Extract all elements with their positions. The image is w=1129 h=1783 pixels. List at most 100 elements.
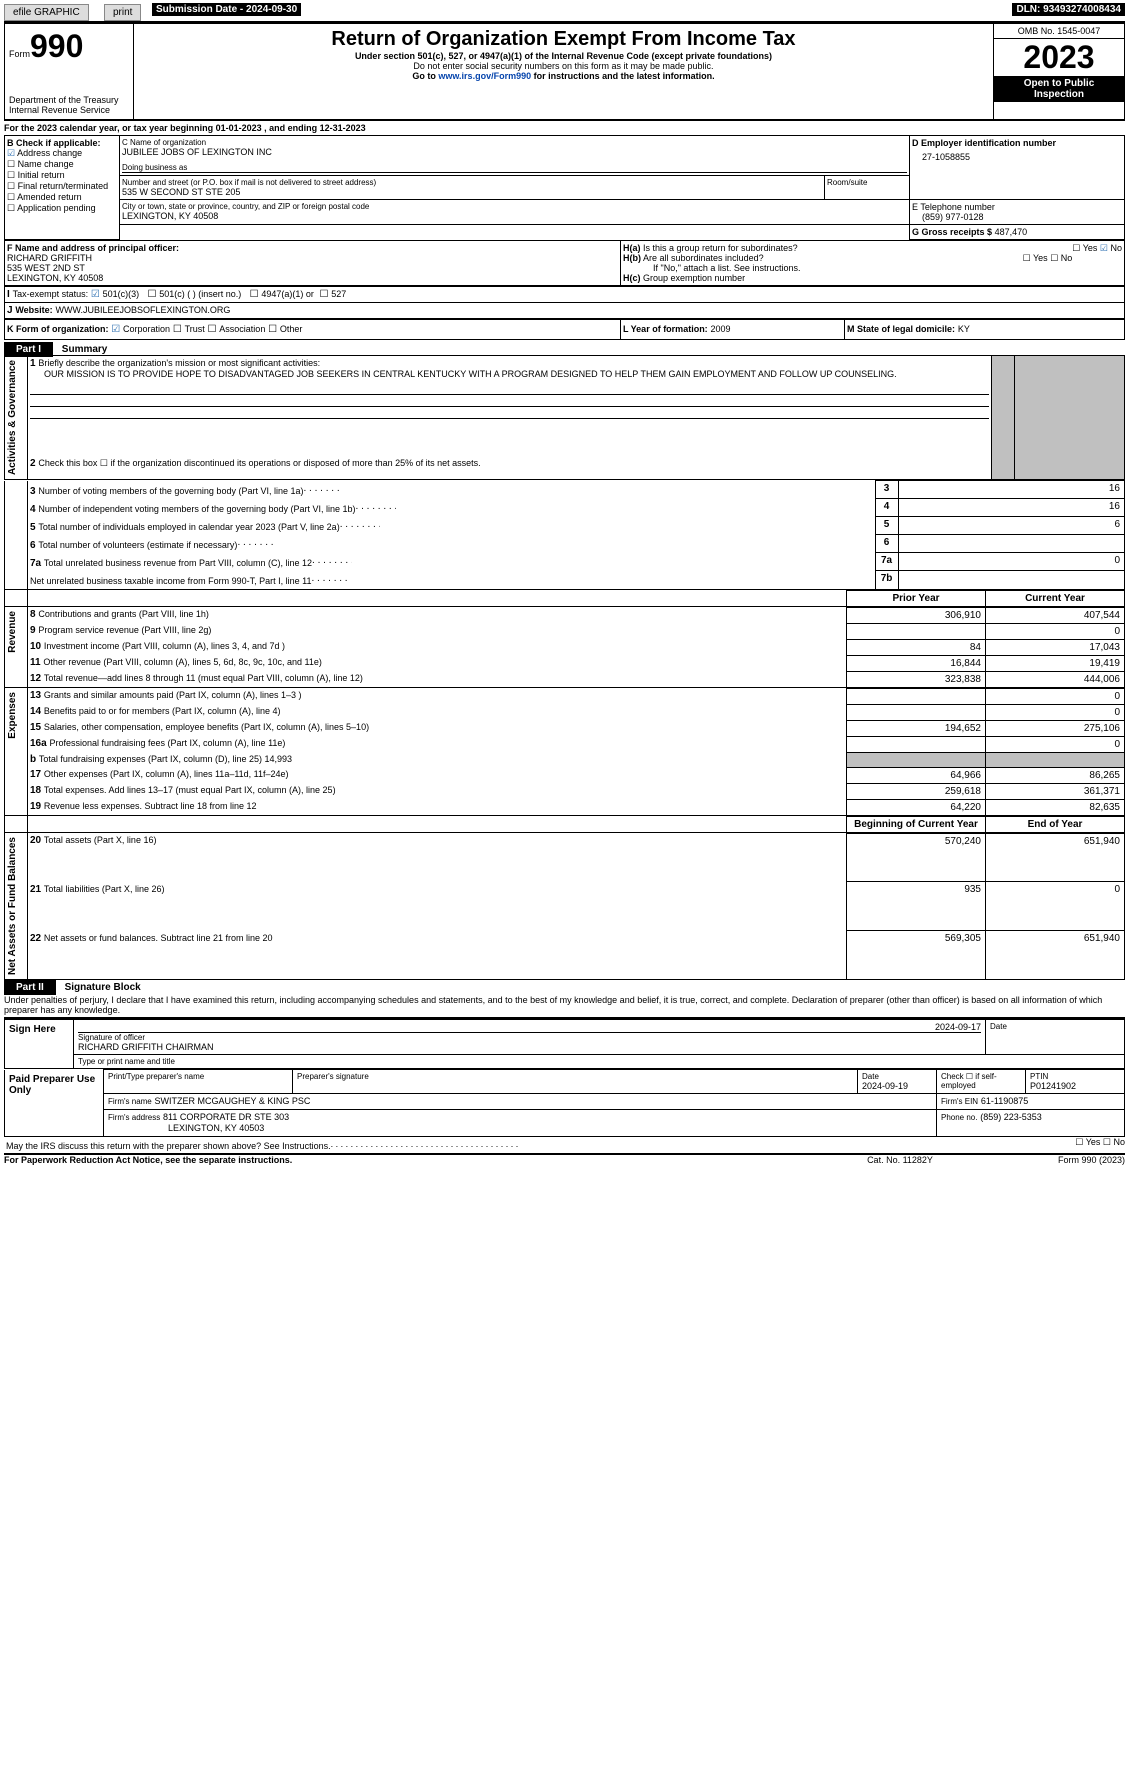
ag-section: Activities & Governance 1 Briefly descri… bbox=[4, 355, 1125, 480]
hb-yes[interactable] bbox=[1023, 253, 1033, 263]
dln: DLN: 93493274008434 bbox=[1012, 3, 1125, 16]
ag-row: Net unrelated business taxable income fr… bbox=[5, 571, 1125, 590]
g-label: G Gross receipts $ bbox=[912, 227, 992, 237]
irs-link[interactable]: www.irs.gov/Form990 bbox=[438, 71, 531, 81]
l2-text: Check this box ☐ if the organization dis… bbox=[38, 458, 480, 468]
header: Form990 Department of the Treasury Inter… bbox=[4, 23, 1125, 121]
cb-name-change[interactable] bbox=[7, 159, 18, 169]
section-f-h: F Name and address of principal officer:… bbox=[4, 240, 1125, 286]
k-label: K Form of organization: bbox=[7, 324, 109, 334]
form-title: Return of Organization Exempt From Incom… bbox=[138, 28, 989, 51]
data-row: b Total fundraising expenses (Part IX, c… bbox=[5, 752, 1125, 767]
date-lbl: Date bbox=[990, 1022, 1120, 1031]
data-row: 10 Investment income (Part VIII, column … bbox=[5, 639, 1125, 655]
discuss-yes[interactable] bbox=[1075, 1137, 1085, 1147]
data-row: 19 Revenue less expenses. Subtract line … bbox=[5, 799, 1125, 815]
goto-line: Go to www.irs.gov/Form990 for instructio… bbox=[138, 71, 989, 81]
hb-text: Are all subordinates included? bbox=[643, 253, 764, 263]
cb-501c3[interactable] bbox=[91, 289, 103, 300]
form-subtitle: Under section 501(c), 527, or 4947(a)(1)… bbox=[138, 51, 989, 61]
col-prior: Prior Year bbox=[847, 590, 986, 606]
cb-501c-other[interactable] bbox=[147, 289, 159, 300]
firm-ein: 61-1190875 bbox=[981, 1096, 1028, 1106]
section-klm: K Form of organization: Corporation Trus… bbox=[4, 319, 1125, 340]
foot-right: Form 990 (2023) bbox=[975, 1155, 1125, 1165]
sig-officer: RICHARD GRIFFITH CHAIRMAN bbox=[78, 1042, 981, 1052]
b-label: B Check if applicable: bbox=[7, 138, 117, 148]
data-row: 18 Total expenses. Add lines 13–17 (must… bbox=[5, 783, 1125, 799]
cb-final[interactable] bbox=[7, 181, 18, 191]
form-label: Form bbox=[9, 49, 30, 59]
sig-date: 2024-09-17 bbox=[78, 1022, 981, 1033]
data-row: 21 Total liabilities (Part X, line 26)93… bbox=[5, 882, 1125, 931]
ag-row: 4 Number of independent voting members o… bbox=[5, 499, 1125, 517]
data-row: 16a Professional fundraising fees (Part … bbox=[5, 736, 1125, 752]
paid-preparer: Paid Preparer Use Only bbox=[5, 1070, 104, 1137]
tax-year: 2023 bbox=[994, 39, 1124, 76]
cb-4947[interactable] bbox=[250, 289, 262, 300]
discuss-row: May the IRS discuss this return with the… bbox=[4, 1137, 1125, 1155]
f-label: F Name and address of principal officer: bbox=[7, 243, 618, 253]
submission-date: Submission Date - 2024-09-30 bbox=[152, 3, 301, 16]
mission: OUR MISSION IS TO PROVIDE HOPE TO DISADV… bbox=[30, 369, 989, 379]
d-label: D Employer identification number bbox=[912, 138, 1122, 148]
year-formation: 2009 bbox=[710, 324, 730, 334]
cb-trust[interactable] bbox=[173, 324, 185, 335]
print-button[interactable]: print bbox=[104, 4, 141, 21]
side-ag: Activities & Governance bbox=[5, 356, 20, 479]
cb-amended[interactable] bbox=[7, 192, 17, 202]
telephone: (859) 977-0128 bbox=[912, 212, 1122, 222]
dba-label: Doing business as bbox=[122, 163, 907, 173]
part1-header: Part I Summary bbox=[4, 344, 1125, 355]
phone: (859) 223-5353 bbox=[980, 1112, 1042, 1122]
officer-name: RICHARD GRIFFITH bbox=[7, 253, 618, 263]
firm-ein-lbl: Firm's EIN bbox=[941, 1097, 978, 1106]
section-i-j: I Tax-exempt status: 501(c)(3) 501(c) ( … bbox=[4, 286, 1125, 319]
firm-addr1: 811 CORPORATE DR STE 303 bbox=[163, 1112, 289, 1122]
ag-row: 5 Total number of individuals employed i… bbox=[5, 517, 1125, 535]
form-number: 990 bbox=[30, 28, 83, 64]
cb-app-pending[interactable] bbox=[7, 203, 17, 213]
dept-label: Department of the Treasury Internal Reve… bbox=[9, 95, 129, 115]
city-label: City or town, state or province, country… bbox=[122, 202, 907, 211]
l-label: L Year of formation: bbox=[623, 324, 708, 334]
cb-corp[interactable] bbox=[111, 324, 123, 335]
check-self[interactable]: Check ☐ if self-employed bbox=[937, 1070, 1026, 1094]
section-b-g: B Check if applicable: Address change Na… bbox=[4, 135, 1125, 240]
hb-note: If "No," attach a list. See instructions… bbox=[623, 263, 1122, 273]
na-header: Beginning of Current Year End of Year bbox=[4, 816, 1125, 833]
cb-assoc[interactable] bbox=[208, 324, 220, 335]
col-end: End of Year bbox=[986, 816, 1125, 832]
cb-527[interactable] bbox=[319, 289, 331, 300]
ag-row: 7a Total unrelated business revenue from… bbox=[5, 553, 1125, 571]
efile-button[interactable]: efile GRAPHIC bbox=[4, 4, 89, 21]
cb-address-change[interactable] bbox=[7, 148, 17, 158]
data-row: 15 Salaries, other compensation, employe… bbox=[5, 720, 1125, 736]
data-row: 22 Net assets or fund balances. Subtract… bbox=[5, 931, 1125, 980]
i-label: Tax-exempt status: bbox=[13, 289, 89, 299]
ha-yes[interactable] bbox=[1072, 243, 1082, 253]
hb-no[interactable] bbox=[1050, 253, 1061, 263]
data-row: Revenue 8 Contributions and grants (Part… bbox=[5, 607, 1125, 623]
ha-no[interactable] bbox=[1100, 243, 1111, 253]
discuss-no[interactable] bbox=[1103, 1137, 1114, 1147]
e-label: E Telephone number bbox=[912, 202, 1122, 212]
ptin: P01241902 bbox=[1030, 1081, 1120, 1091]
ssn-warning: Do not enter social security numbers on … bbox=[138, 61, 989, 71]
foot-left: For Paperwork Reduction Act Notice, see … bbox=[4, 1155, 825, 1165]
l1-label: Briefly describe the organization's miss… bbox=[38, 358, 320, 368]
cb-initial[interactable] bbox=[7, 170, 18, 180]
prep-name-lbl: Print/Type preparer's name bbox=[108, 1072, 288, 1081]
sign-here: Sign Here bbox=[5, 1020, 74, 1069]
ag-row: 3 Number of voting members of the govern… bbox=[5, 481, 1125, 499]
line-a: For the 2023 calendar year, or tax year … bbox=[4, 121, 1125, 135]
m-label: M State of legal domicile: bbox=[847, 324, 955, 334]
hc-text: Group exemption number bbox=[643, 273, 745, 283]
officer-city: LEXINGTON, KY 40508 bbox=[7, 273, 618, 283]
firm-name: SWITZER MCGAUGHEY & KING PSC bbox=[155, 1096, 311, 1106]
prep-sig-lbl: Preparer's signature bbox=[297, 1072, 853, 1081]
data-row: 11 Other revenue (Part VIII, column (A),… bbox=[5, 655, 1125, 671]
gross-receipts: 487,470 bbox=[995, 227, 1028, 237]
cb-other[interactable] bbox=[268, 324, 280, 335]
data-row: 9 Program service revenue (Part VIII, li… bbox=[5, 623, 1125, 639]
